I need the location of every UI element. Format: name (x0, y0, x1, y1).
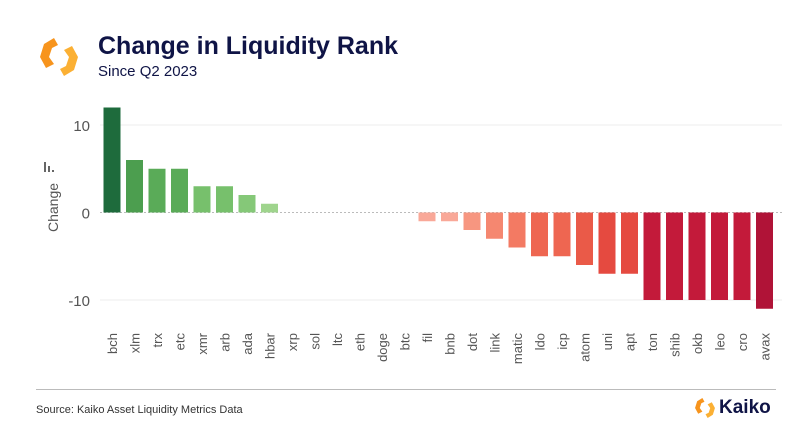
x-tick-label: uni (600, 333, 615, 350)
x-tick-label: ltc (330, 333, 345, 347)
y-tick-label: -10 (68, 293, 90, 310)
x-tick-label: apt (623, 333, 638, 351)
x-tick-label: avax (758, 333, 773, 361)
x-tick-label: fil (420, 333, 435, 343)
bar-ada (238, 195, 256, 213)
bar-atom (576, 212, 593, 265)
bar-bch (103, 107, 121, 213)
x-tick-label: link (488, 333, 503, 353)
divider (36, 389, 776, 390)
bar-icp (553, 212, 571, 257)
x-tick-label: matic (510, 333, 525, 365)
bar-okb (688, 212, 706, 300)
bar-bnb (441, 212, 458, 222)
bar-link (486, 212, 503, 239)
bar-apt (621, 212, 638, 274)
y-tick-label: 10 (73, 118, 90, 135)
bar-hbar (261, 203, 278, 213)
bar-matic (508, 212, 526, 248)
bar-chart-icon (44, 162, 54, 172)
x-tick-label: ldo (533, 333, 548, 350)
bar-shib (666, 212, 683, 300)
x-tick-label: ton (645, 333, 660, 351)
brand: Kaiko (694, 397, 771, 419)
x-tick-label: bnb (443, 333, 458, 355)
x-tick-label: cro (735, 333, 750, 351)
bar-dot (463, 212, 481, 230)
bar-xmr (193, 186, 211, 213)
chart-subtitle: Since Q2 2023 (98, 63, 198, 80)
bar-ldo (531, 212, 548, 257)
bar-trx (148, 168, 166, 213)
x-tick-label: ada (240, 332, 255, 354)
x-tick-label: sol (308, 333, 323, 350)
kaiko-logo-icon (40, 38, 78, 76)
y-axis-label: Change (45, 183, 61, 232)
x-tick-label: leo (713, 333, 728, 350)
bar-leo (711, 212, 728, 300)
bar-ton (643, 212, 661, 300)
x-tick-label: btc (398, 333, 413, 351)
source-note: Source: Kaiko Asset Liquidity Metrics Da… (36, 404, 243, 416)
x-tick-label: shib (668, 333, 683, 357)
bar-etc (171, 168, 188, 213)
bar-avax (756, 212, 773, 309)
bar-arb (216, 186, 233, 213)
x-tick-label: icp (555, 333, 570, 350)
x-tick-label: arb (218, 333, 233, 352)
x-tick-label: xlm (128, 333, 143, 353)
x-tick-label: eth (353, 333, 368, 351)
bar-fil (418, 212, 436, 222)
bar-chart: 10 0 -10 Change bch xlm trx etc xmr arb ada hbar xrp… (44, 107, 782, 365)
x-tick-label: etc (173, 333, 188, 351)
x-tick-label: atom (578, 333, 593, 362)
x-tick-label: hbar (263, 332, 278, 359)
brand-name: Kaiko (719, 397, 771, 418)
chart-title: Change in Liquidity Rank (98, 32, 399, 60)
bar-xlm (126, 160, 143, 213)
x-tick-label: doge (375, 333, 390, 362)
y-tick-label: 0 (82, 206, 90, 223)
x-tick-label: bch (105, 333, 120, 354)
x-tick-label: dot (465, 333, 480, 351)
x-tick-label: xmr (195, 332, 210, 354)
kaiko-brand-icon (695, 398, 715, 418)
x-tick-label: okb (690, 333, 705, 354)
x-tick-label: xrp (285, 333, 300, 351)
bar-cro (733, 212, 751, 300)
x-tick-label: trx (150, 333, 165, 348)
bar-uni (598, 212, 616, 274)
